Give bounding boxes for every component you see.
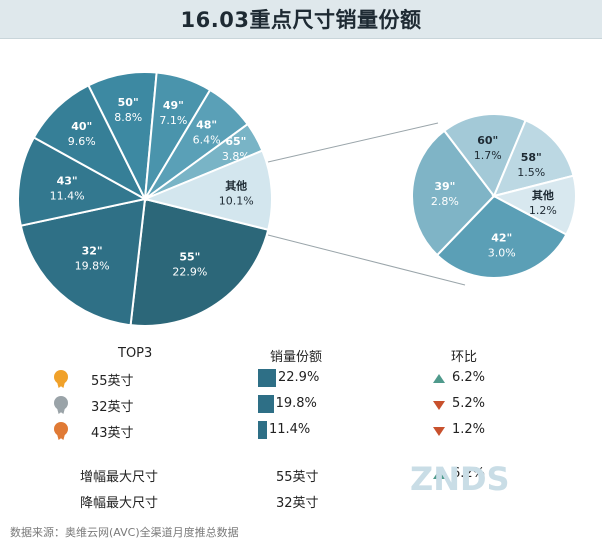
bronze-medal-icon (54, 422, 68, 436)
main-pie-slice-value: 11.4% (50, 189, 85, 202)
share-bar (258, 421, 267, 439)
connector-line-top (267, 122, 439, 163)
breakdown-pie-slice-value: 1.5% (517, 166, 545, 179)
mom-value: 1.2% (452, 422, 486, 437)
main-pie-slice-label: 49" (163, 99, 184, 112)
breakdown-pie-slice (491, 174, 577, 236)
trend-icon (433, 401, 445, 410)
breakdown-pie-slice (411, 129, 496, 257)
title-bar: 16.03重点尺寸销量份额 (0, 0, 602, 39)
max-decrease-label: 降幅最大尺寸 (80, 496, 159, 511)
share-value: 11.4% (268, 422, 311, 437)
main-pie-slice-value: 8.8% (114, 111, 142, 124)
header-top3: TOP3 (118, 346, 153, 361)
breakdown-pie-slice-value: 1.7% (474, 149, 502, 162)
breakdown-pie-slice (492, 119, 575, 198)
row-size: 32英寸 (91, 400, 134, 415)
main-pie-slice-label: 65" (225, 135, 246, 148)
main-pie-slice (129, 197, 270, 327)
main-pie-slice-label: 32" (82, 244, 103, 257)
main-pie-slice-value: 9.6% (68, 135, 96, 148)
main-pie-slice (17, 136, 148, 227)
header-mom: 环比 (451, 350, 478, 365)
silver-medal-icon (54, 396, 68, 410)
breakdown-pie-slice (435, 194, 568, 279)
main-pie-slice-label: 43" (57, 174, 78, 187)
gold-medal-icon (54, 370, 68, 384)
row-size: 55英寸 (91, 374, 134, 389)
trend-icon (433, 374, 445, 383)
chart-title: 16.03重点尺寸销量份额 (180, 8, 422, 32)
breakdown-pie-slice-value: 2.8% (431, 195, 459, 208)
main-pie-slice-label: 48" (196, 118, 217, 131)
breakdown-pie-slice-value: 3.0% (488, 247, 516, 260)
main-pie-slice (32, 83, 148, 202)
breakdown-pie-slice-value: 1.2% (529, 204, 557, 217)
main-pie-slice (141, 149, 273, 231)
trend-up-icon (433, 470, 445, 479)
main-pie-slice-label: 40" (71, 120, 92, 133)
breakdown-pie-slice-label: 42" (491, 232, 512, 245)
share-value: 22.9% (278, 370, 320, 385)
main-pie-slice-label: 55" (179, 251, 200, 264)
main-pie-slice-label: 50" (118, 96, 139, 109)
share-value: 19.8% (275, 396, 317, 411)
data-source-footer: 数据来源：奥维云网(AVC)全渠道月度推总数据 (10, 526, 239, 539)
mom-value: 5.2% (452, 396, 486, 411)
max-increase-value: 6.2% (452, 466, 486, 481)
mom-value: 6.2% (452, 370, 486, 385)
breakdown-pie-slice-label: 39" (434, 180, 455, 193)
row-size: 43英寸 (91, 426, 134, 441)
main-pie-slice (19, 197, 147, 327)
connector-lines (267, 122, 466, 286)
breakdown-pie-slice (442, 113, 527, 198)
breakdown-pie-slice-label: 60" (477, 134, 498, 147)
connector-line-bottom (267, 234, 466, 286)
max-decrease-size: 32英寸 (276, 496, 319, 511)
main-pie-slice-value: 10.1% (219, 194, 254, 207)
watermark-logo: ZNDS (410, 460, 510, 498)
trend-icon (433, 427, 445, 436)
watermark-text: ZNDS (410, 460, 510, 498)
main-pie-slice-value: 19.8% (75, 259, 110, 272)
main-pie-slice-label: 其他 (225, 178, 247, 192)
share-bar (258, 369, 276, 387)
main-pie-slice-value: 7.1% (159, 114, 187, 127)
pie-chart-area: 55" 22.9% 32" 19.8% 43" 11.4% 40" 9.6% 50" 8.8% 49… (17, 71, 577, 327)
header-share: 销量份额 (270, 350, 323, 365)
max-increase-size: 55英寸 (276, 470, 319, 485)
share-bar (258, 395, 274, 413)
main-pie-slice-value: 6.4% (193, 133, 221, 146)
main-pie-slice-value: 22.9% (172, 266, 207, 279)
breakdown-pie: 42" 3.0% 39" 2.8% 60" 1.7% 58" 1.5% 其他 1.2% (411, 113, 577, 279)
breakdown-pie-slice-label: 其他 (532, 188, 554, 202)
breakdown-pie-slice-label: 58" (521, 151, 542, 164)
max-increase-label: 增幅最大尺寸 (80, 470, 159, 485)
main-pie: 55" 22.9% 32" 19.8% 43" 11.4% 40" 9.6% 50" 8.8% 49… (17, 71, 273, 327)
